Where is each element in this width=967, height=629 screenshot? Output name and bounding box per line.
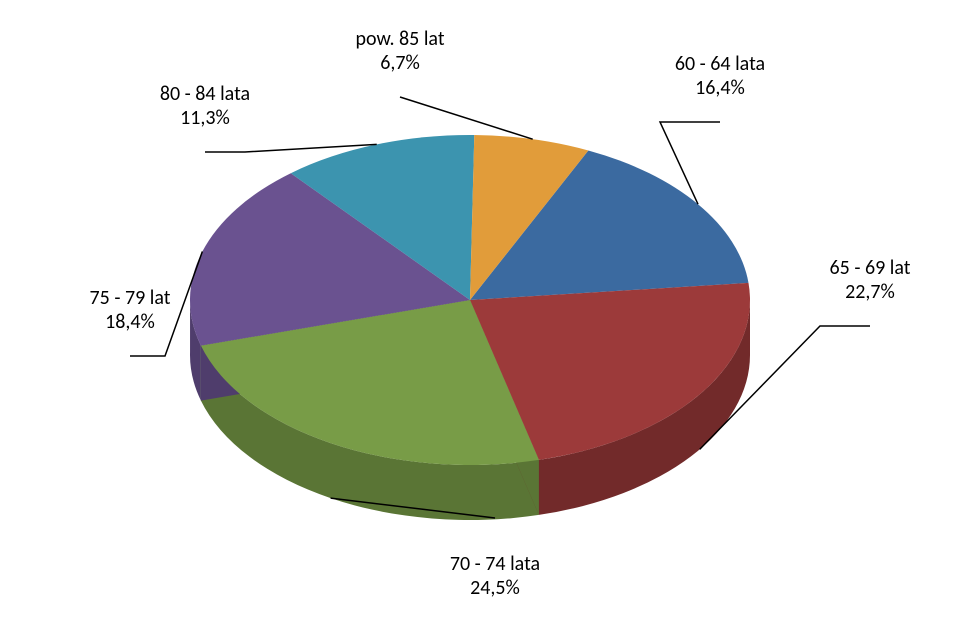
- slice-label: 80 - 84 lata: [160, 82, 250, 106]
- slice-label: 70 - 74 lata: [450, 552, 540, 576]
- slice-label: pow. 85 lat: [355, 27, 444, 51]
- slice-label: 60 - 64 lata: [675, 52, 765, 76]
- slice-label: 75 - 79 lat: [90, 286, 171, 310]
- slice-percent: 22,7%: [845, 280, 895, 304]
- slice-percent: 18,4%: [105, 310, 155, 334]
- slice-percent: 6,7%: [380, 51, 420, 75]
- pie-chart: 60 - 64 lata16,4% 65 - 69 lat22,7% 70 - 74…: [0, 0, 967, 629]
- slice-percent: 11,3%: [180, 106, 230, 130]
- pie-top: [190, 135, 750, 465]
- leader-line: [400, 97, 533, 139]
- slice-label: 65 - 69 lat: [830, 256, 911, 280]
- slice-percent: 16,4%: [695, 76, 745, 100]
- slice-percent: 24,5%: [470, 576, 520, 600]
